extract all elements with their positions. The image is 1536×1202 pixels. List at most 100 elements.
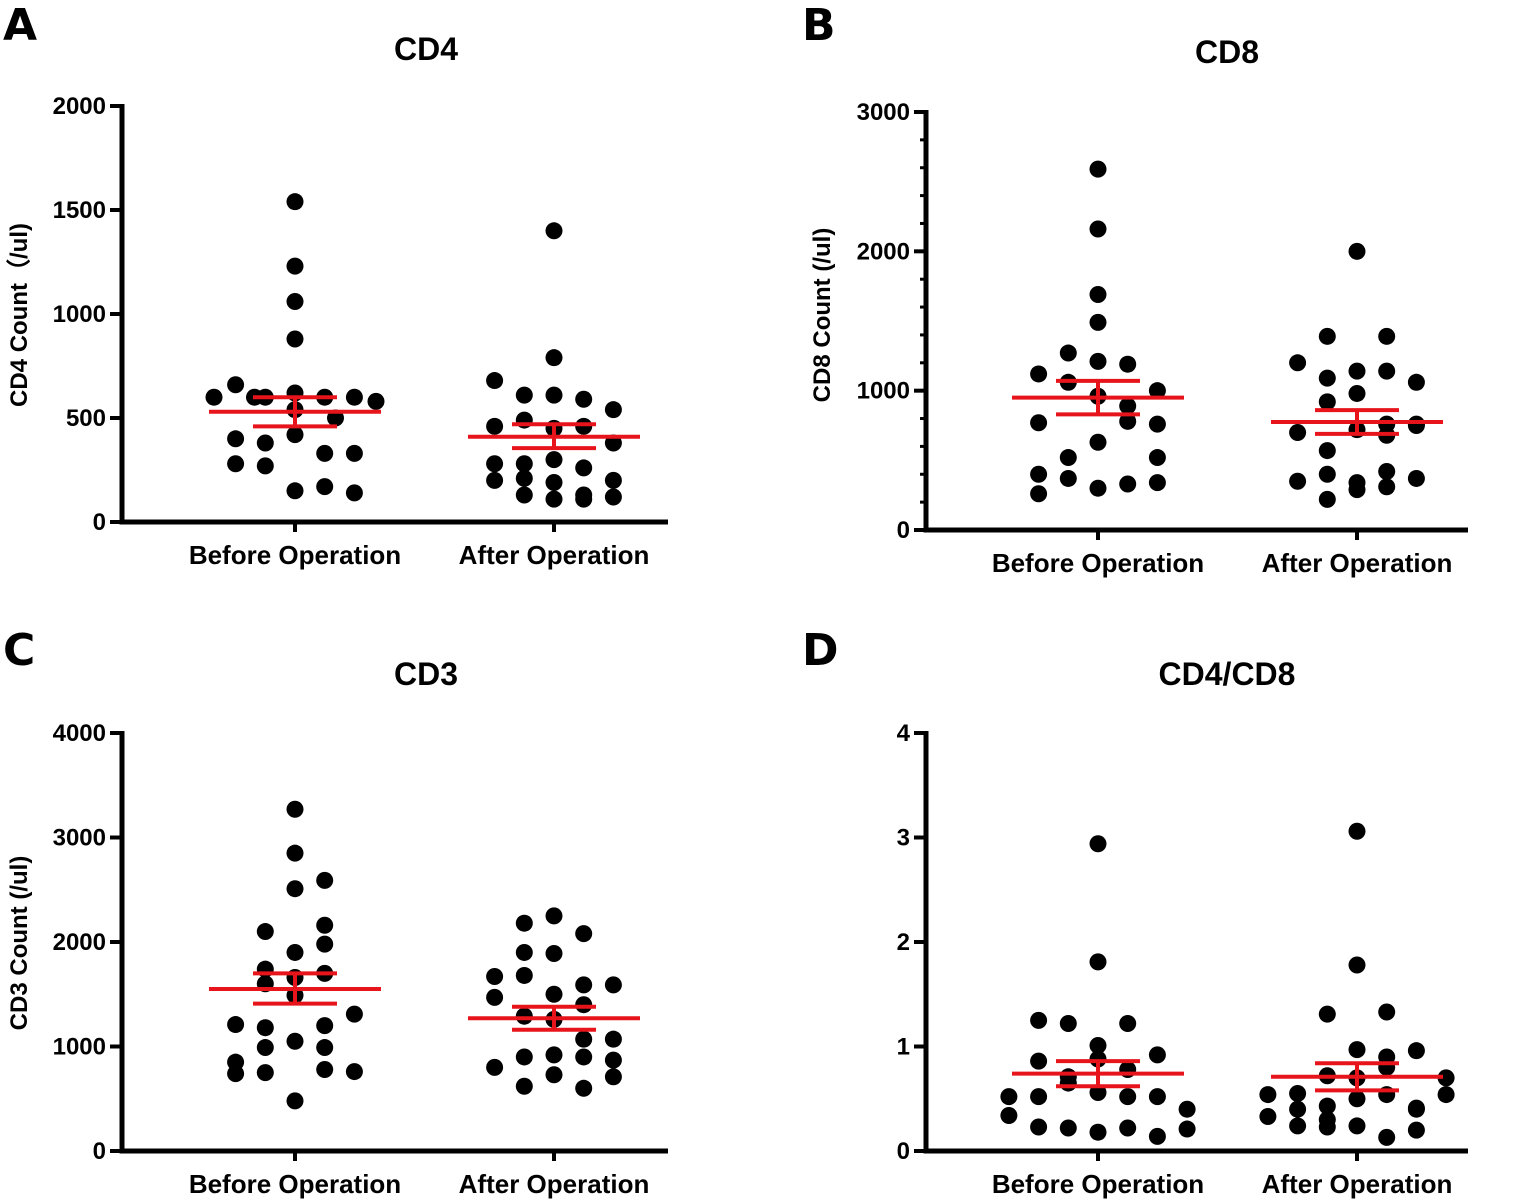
data-point [227, 376, 245, 394]
panel-c: C CD3 CD3 Count (/ul) 0 1000 2000 3000 4000 B… [3, 625, 668, 1199]
data-point [1437, 1086, 1455, 1104]
data-point [1089, 479, 1107, 497]
data-point [227, 1065, 245, 1083]
data-point [545, 451, 563, 469]
data-point [1178, 1120, 1196, 1138]
data-point [1318, 442, 1336, 460]
data-point [316, 1039, 334, 1057]
data-point [1089, 1083, 1107, 1101]
data-point [575, 976, 593, 994]
data-point [1089, 433, 1107, 451]
data-point [545, 1046, 563, 1064]
data-point [1089, 286, 1107, 304]
data-point [1348, 956, 1366, 974]
chart-title: CD4/CD8 [1159, 656, 1296, 692]
data-point [1119, 1088, 1137, 1106]
data-point [1089, 1123, 1107, 1141]
y-tick-label: 2 [897, 929, 910, 956]
data-point [1030, 1118, 1048, 1136]
data-point [1178, 1100, 1196, 1118]
data-point [545, 985, 563, 1003]
data-point [515, 455, 533, 473]
data-point [545, 490, 563, 508]
data-point [1289, 1085, 1307, 1103]
data-point [345, 388, 363, 406]
data-point [545, 386, 563, 404]
data-point [1289, 423, 1307, 441]
data-point [575, 925, 593, 943]
data-point [515, 486, 533, 504]
data-point [545, 907, 563, 925]
y-tick-label: 0 [93, 509, 106, 536]
data-point [1289, 1117, 1307, 1135]
data-point [575, 1048, 593, 1066]
data-point [486, 455, 504, 473]
data-point [1378, 478, 1396, 496]
data-point [256, 1064, 274, 1082]
x-category-label: Before Operation [992, 1169, 1204, 1199]
data-point [1378, 1003, 1396, 1021]
chart-title: CD3 [394, 656, 458, 692]
data-point [1318, 369, 1336, 387]
data-point [286, 193, 304, 211]
data-point [575, 390, 593, 408]
x-category-label: Before Operation [189, 540, 401, 570]
data-point [1089, 352, 1107, 370]
data-point [1348, 1041, 1366, 1059]
data-point [1089, 313, 1107, 331]
data-point [1289, 472, 1307, 490]
data-point [1348, 1090, 1366, 1108]
y-tick-label: 2000 [53, 93, 106, 120]
x-category-label: Before Operation [992, 548, 1204, 578]
data-point [604, 401, 622, 419]
data-point [316, 1017, 334, 1035]
data-point [1318, 490, 1336, 508]
data-point [1348, 384, 1366, 402]
data-point [256, 1039, 274, 1057]
data-point [1059, 1074, 1077, 1092]
data-point [1407, 373, 1425, 391]
data-point [316, 916, 334, 934]
data-point [545, 1066, 563, 1084]
data-point [286, 293, 304, 311]
data-point [515, 1077, 533, 1095]
data-point [575, 459, 593, 477]
x-category-label: Before Operation [189, 1169, 401, 1199]
data-point [486, 988, 504, 1006]
data-point [227, 455, 245, 473]
data-point [227, 1016, 245, 1034]
y-tick-label: 3000 [53, 825, 106, 852]
panel-letter: B [802, 0, 836, 51]
data-point [1259, 1086, 1277, 1104]
data-point [1148, 415, 1166, 433]
data-point [1378, 462, 1396, 480]
data-point [1407, 1121, 1425, 1139]
data-point [1437, 1069, 1455, 1087]
data-point [515, 914, 533, 932]
data-point [1119, 1015, 1137, 1033]
data-point [1119, 412, 1137, 430]
data-point [1378, 362, 1396, 380]
data-point [1289, 354, 1307, 372]
y-tick-label: 1000 [53, 1034, 106, 1061]
x-category-label: After Operation [459, 1169, 650, 1199]
y-tick-label: 2000 [53, 929, 106, 956]
data-point [545, 944, 563, 962]
data-point [205, 388, 223, 406]
data-point [286, 943, 304, 961]
data-point [1378, 1128, 1396, 1146]
data-point [316, 935, 334, 953]
data-point [604, 488, 622, 506]
data-point [1030, 485, 1048, 503]
data-point [1059, 449, 1077, 467]
data-point [604, 976, 622, 994]
data-point [1318, 1005, 1336, 1023]
data-point [515, 943, 533, 961]
data-point [545, 222, 563, 240]
data-point [1318, 1118, 1336, 1136]
chart-title: CD4 [394, 31, 458, 67]
data-point [1148, 1088, 1166, 1106]
data-point [1089, 1050, 1107, 1068]
x-category-label: After Operation [1262, 1169, 1453, 1199]
data-point [575, 1079, 593, 1097]
